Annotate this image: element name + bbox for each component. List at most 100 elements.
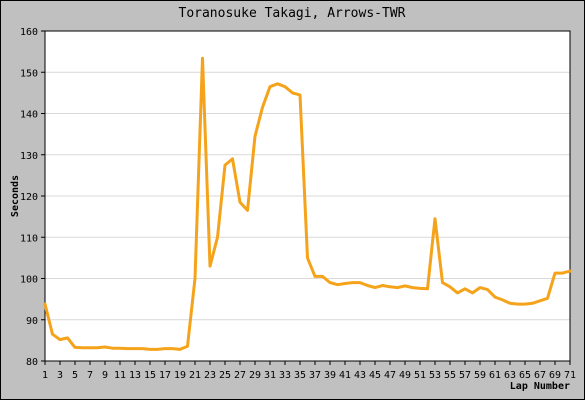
x-tick-label: 27 <box>234 370 246 381</box>
lap-time-point <box>276 82 279 86</box>
plot-frame <box>44 30 571 362</box>
x-tick-label: 65 <box>519 370 531 381</box>
x-tick-label: 71 <box>564 370 576 381</box>
lap-time-point <box>328 281 332 284</box>
y-tick-label: 110 <box>20 233 38 244</box>
lap-time-point <box>531 302 534 305</box>
y-axis-ticks: 80 90 100 110 120 130 140 150 160 <box>20 27 45 368</box>
x-tick-label: 39 <box>324 370 336 381</box>
y-tick-label: 130 <box>20 151 38 162</box>
x-tick-label: 9 <box>102 370 108 381</box>
lap-time-point <box>441 281 444 284</box>
x-tick-label: 29 <box>249 370 261 381</box>
x-tick-label: 43 <box>354 370 366 381</box>
lap-time-point <box>103 345 107 349</box>
x-axis-label: Lap Number <box>510 381 570 392</box>
x-tick-label: 15 <box>144 370 156 381</box>
lap-time-point <box>171 347 174 350</box>
x-tick-label: 11 <box>114 370 126 381</box>
lap-time-point <box>568 269 572 273</box>
lap-time-point <box>366 284 369 287</box>
lap-time-point <box>111 347 114 350</box>
y-tick-label: 100 <box>20 275 38 286</box>
lap-time-point <box>388 285 392 288</box>
lap-time-point <box>223 163 227 167</box>
lap-time-point <box>298 93 302 97</box>
x-tick-label: 35 <box>294 370 306 381</box>
lap-time-point <box>193 277 197 280</box>
lap-time-point <box>486 288 489 291</box>
series-layer <box>43 56 572 351</box>
x-tick-label: 41 <box>339 370 351 381</box>
lap-time-point <box>261 106 264 109</box>
y-tick-label: 120 <box>20 192 38 203</box>
x-tick-label: 57 <box>459 370 471 381</box>
x-tick-label: 13 <box>129 370 141 381</box>
x-tick-label: 7 <box>87 370 93 381</box>
lap-time-point <box>313 275 317 278</box>
y-tick-label: 150 <box>20 68 38 79</box>
lap-time-point <box>306 256 309 260</box>
lap-time-point <box>381 284 384 287</box>
lap-time-point <box>523 302 527 306</box>
lap-time-point <box>351 281 354 284</box>
lap-time-point <box>58 338 62 341</box>
lap-time-point <box>66 336 69 340</box>
lap-time-point <box>268 85 272 88</box>
x-tick-label: 37 <box>309 370 321 381</box>
lap-time-point <box>133 347 137 350</box>
lap-time-point <box>411 286 414 289</box>
x-tick-label: 47 <box>384 370 396 381</box>
x-tick-label: 19 <box>174 370 186 381</box>
lap-time-point <box>291 91 294 95</box>
x-tick-label: 25 <box>219 370 231 381</box>
lap-time-point <box>448 285 452 288</box>
lap-time-point <box>433 217 437 220</box>
lap-time-point <box>246 209 249 212</box>
lap-time-point <box>96 346 99 349</box>
lap-time-point <box>373 286 377 289</box>
x-tick-label: 31 <box>264 370 276 381</box>
lap-time-point <box>343 282 347 285</box>
x-tick-label: 61 <box>489 370 501 381</box>
lap-time-point <box>463 287 467 290</box>
lap-time-point <box>73 346 77 349</box>
x-tick-label: 33 <box>279 370 291 381</box>
x-tick-label: 49 <box>399 370 411 381</box>
lap-time-point <box>118 347 122 350</box>
lap-time-point <box>561 271 564 275</box>
lap-time-point <box>546 297 549 300</box>
lap-time-point <box>321 275 324 278</box>
y-tick-label: 160 <box>20 27 38 38</box>
lap-time-point <box>553 271 557 275</box>
lap-time-point <box>126 347 129 350</box>
lap-time-point <box>43 302 47 306</box>
lap-time-point <box>508 302 512 305</box>
lap-time-point <box>163 347 167 350</box>
x-tick-label: 1 <box>42 370 48 381</box>
lap-time-point <box>186 345 189 348</box>
x-tick-label: 63 <box>504 370 516 381</box>
y-tick-label: 140 <box>20 110 38 121</box>
lap-time-point <box>178 348 182 351</box>
lap-time-point <box>156 348 159 351</box>
x-tick-label: 23 <box>204 370 216 381</box>
lap-time-point <box>88 346 92 349</box>
lap-time-point <box>201 57 204 60</box>
lap-time-point <box>471 291 474 295</box>
x-tick-label: 17 <box>159 370 171 381</box>
lap-time-point <box>336 283 339 286</box>
lap-time-point <box>358 281 362 284</box>
x-tick-label: 3 <box>57 370 63 381</box>
lap-time-point <box>253 135 257 138</box>
lap-time-point <box>283 85 287 88</box>
x-axis-ticks: 1 3 5 7 9 11 13 15 17 19 21 23 25 27 29 31 33 35 37 39 41 43 4… <box>42 361 576 381</box>
lap-time-point <box>148 348 152 351</box>
lap-time-point <box>501 298 504 302</box>
lap-time-point <box>216 236 219 239</box>
lap-time-point <box>418 287 422 290</box>
x-tick-label: 5 <box>72 370 78 381</box>
y-tick-label: 80 <box>26 357 38 368</box>
x-tick-label: 21 <box>189 370 201 381</box>
